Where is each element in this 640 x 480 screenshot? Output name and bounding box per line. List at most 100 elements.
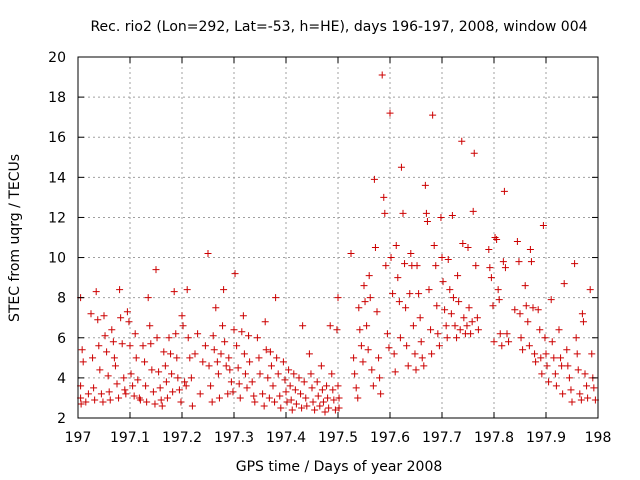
data-point [370, 175, 378, 183]
data-point [152, 266, 160, 274]
data-point [334, 382, 342, 390]
data-point [158, 402, 166, 410]
data-point [563, 346, 571, 354]
data-point [127, 370, 135, 378]
data-point [415, 290, 423, 298]
data-point [515, 258, 523, 266]
data-point [148, 366, 156, 374]
data-point [99, 398, 107, 406]
data-point [468, 318, 476, 326]
data-point [91, 396, 99, 404]
data-point [213, 358, 221, 366]
data-point [429, 111, 437, 119]
data-point [526, 246, 534, 254]
data-point [455, 298, 463, 306]
data-point [323, 382, 331, 390]
data-point [209, 332, 217, 340]
data-point [539, 221, 547, 229]
data-point [225, 354, 233, 362]
data-point [276, 392, 284, 400]
data-point [550, 354, 558, 362]
data-point [588, 350, 596, 358]
data-point [325, 404, 333, 412]
data-point [122, 390, 130, 398]
y-tick-label: 4 [57, 371, 66, 387]
data-point [503, 330, 511, 338]
data-point [541, 334, 549, 342]
data-point [335, 394, 343, 402]
data-point [287, 396, 295, 404]
data-point [366, 294, 374, 302]
data-point [97, 390, 105, 398]
data-point [266, 348, 274, 356]
data-point [572, 334, 580, 342]
data-point [430, 242, 438, 250]
y-tick-label: 20 [48, 50, 66, 66]
data-point [511, 306, 519, 314]
data-point [411, 350, 419, 358]
data-point [329, 386, 337, 394]
data-point [496, 330, 504, 338]
data-point [186, 354, 194, 362]
x-tick-label: 197.6 [370, 430, 410, 446]
data-point [131, 330, 139, 338]
data-point [328, 370, 336, 378]
data-point [89, 354, 97, 362]
data-point [191, 350, 199, 358]
data-point [109, 338, 117, 346]
data-point [547, 296, 555, 304]
data-point [360, 282, 368, 290]
data-point [297, 390, 305, 398]
data-point [551, 370, 559, 378]
data-point [221, 338, 229, 346]
data-point [453, 334, 461, 342]
data-point [584, 394, 592, 402]
data-point [421, 181, 429, 189]
data-point [545, 378, 553, 386]
data-point [485, 246, 493, 254]
data-point [153, 334, 161, 342]
y-axis-label: STEC from uqrg / TECUs [7, 154, 23, 322]
x-tick-label: 197.2 [162, 430, 202, 446]
data-point [474, 326, 482, 334]
data-point [537, 354, 545, 362]
data-point [357, 342, 365, 350]
data-point [104, 372, 112, 380]
data-point [428, 350, 436, 358]
data-point [250, 392, 258, 400]
data-point [373, 308, 381, 316]
data-point [177, 398, 185, 406]
data-point [230, 326, 238, 334]
data-point [409, 322, 417, 330]
data-point [201, 342, 209, 350]
data-point [464, 244, 472, 252]
data-point [525, 342, 533, 350]
data-point [87, 310, 95, 318]
data-point [167, 350, 175, 358]
data-point [577, 396, 585, 404]
data-point [427, 326, 435, 334]
data-point [417, 338, 425, 346]
data-point [146, 322, 154, 330]
x-tick-label: 197.3 [214, 430, 254, 446]
data-point [407, 250, 415, 258]
data-point [233, 342, 241, 350]
data-point [432, 262, 440, 270]
data-point [108, 326, 116, 334]
data-point [531, 350, 539, 358]
data-point [314, 392, 322, 400]
data-point [286, 382, 294, 390]
data-point [376, 374, 384, 382]
data-point [347, 250, 355, 258]
data-point [303, 402, 311, 410]
data-point [493, 236, 501, 244]
data-point [79, 358, 87, 366]
data-point [392, 242, 400, 250]
data-point [326, 322, 334, 330]
data-point [333, 326, 341, 334]
data-point [590, 384, 598, 392]
data-point [467, 330, 475, 338]
data-point [117, 314, 125, 322]
data-point [500, 187, 508, 195]
